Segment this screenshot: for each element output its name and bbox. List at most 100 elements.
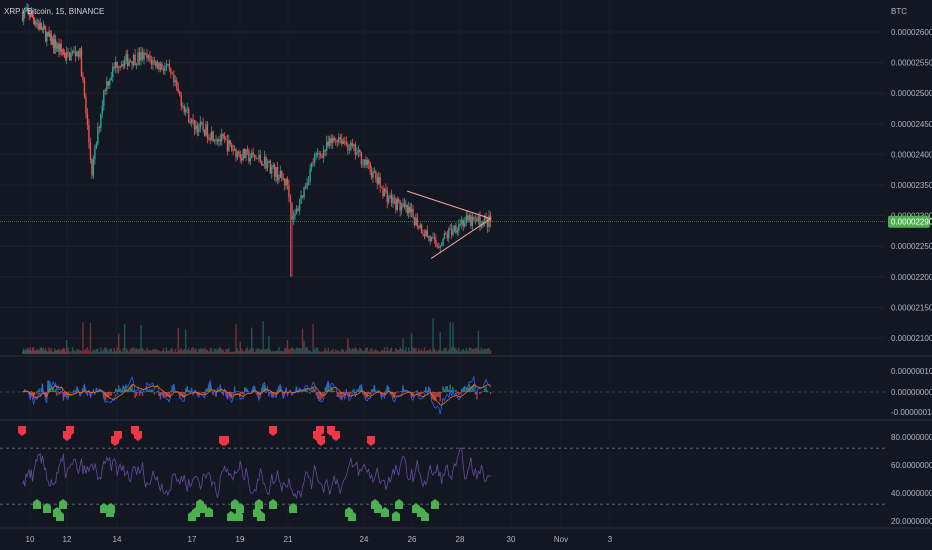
- volume-bar: [97, 348, 99, 354]
- macd-axis-ticks[interactable]: 0.00000010 0.00000000 -0.00000010: [891, 367, 932, 417]
- volume-bar: [40, 347, 43, 354]
- candle-body: [150, 59, 153, 65]
- volume-bar: [242, 351, 244, 354]
- volume-bar: [326, 351, 328, 354]
- macd-histogram-bar: [60, 390, 62, 392]
- macd-histogram-bar: [474, 392, 477, 395]
- macd-histogram-bar: [132, 389, 135, 392]
- macd-histogram-bar: [468, 384, 471, 392]
- volume-bar: [271, 351, 273, 354]
- macd-histogram-bar: [333, 390, 335, 392]
- volume-bar: [51, 351, 54, 354]
- candle-body: [376, 178, 378, 184]
- candle-body: [77, 51, 80, 57]
- candle-body: [295, 208, 298, 214]
- macd-histogram-bar: [392, 392, 394, 399]
- candle-body: [64, 56, 67, 59]
- time-axis-ticks[interactable]: 10 12 14 17 19 21 24 26 28 30 Nov 3: [26, 535, 613, 544]
- macd-histogram-bar: [51, 387, 54, 392]
- volume-bar: [221, 349, 223, 354]
- volume-bar: [363, 350, 366, 354]
- candle-body: [140, 51, 142, 61]
- volume-bar: [228, 348, 230, 354]
- macd-pane: [0, 375, 885, 415]
- macd-histogram-bar: [291, 392, 293, 395]
- volume-bar: [43, 350, 46, 354]
- candle-body: [347, 144, 349, 151]
- candle-body: [26, 7, 28, 11]
- candle-body: [269, 160, 272, 174]
- time-tick-label: 26: [408, 535, 417, 544]
- candle-body: [298, 204, 301, 211]
- volume-bar: [259, 350, 262, 354]
- macd-histogram-bar: [54, 389, 57, 392]
- candle-body: [76, 51, 78, 56]
- volume-bar: [262, 321, 264, 354]
- candle-body: [392, 197, 394, 204]
- macd-histogram-bar: [79, 392, 81, 396]
- macd-histogram-bar: [367, 392, 370, 395]
- candle-body: [62, 52, 65, 54]
- volume-bar: [109, 348, 111, 354]
- candle-body: [82, 76, 84, 81]
- volume-bar: [281, 350, 283, 354]
- macd-histogram-bar: [202, 392, 204, 394]
- sell-signal-marker: [316, 426, 324, 436]
- candle-body: [45, 29, 47, 42]
- macd-histogram-bar: [348, 392, 351, 398]
- candle-body: [229, 140, 231, 145]
- volume-bar: [465, 347, 467, 354]
- volume-bar: [399, 347, 401, 354]
- buy-signal-marker: [289, 503, 297, 513]
- macd-histogram-bar: [59, 392, 61, 394]
- candle-body: [149, 55, 151, 60]
- volume-bar: [429, 348, 431, 354]
- candle-body: [410, 208, 413, 213]
- volume-bar: [388, 350, 390, 354]
- volume-bar: [88, 350, 90, 354]
- candle-body: [70, 53, 72, 61]
- macd-histogram-bar: [452, 387, 454, 392]
- macd-histogram-bar: [43, 392, 46, 393]
- macd-histogram-bar: [410, 392, 413, 398]
- rsi-axis-ticks[interactable]: 80.00000000 60.00000000 40.00000000 20.0000…: [891, 433, 932, 526]
- macd-histogram-bar: [315, 392, 317, 396]
- candle-body: [235, 149, 237, 158]
- macd-histogram-bar: [37, 390, 39, 392]
- candle-body: [147, 55, 150, 58]
- volume-bar: [156, 350, 159, 354]
- candle-body: [215, 139, 217, 141]
- candle-body: [29, 15, 32, 17]
- macd-histogram-bar: [369, 392, 371, 395]
- candle-body: [119, 65, 121, 68]
- candle-body: [118, 67, 120, 68]
- buy-signal-marker: [227, 511, 235, 521]
- candle-body: [259, 155, 262, 162]
- symbol-title[interactable]: XRP / Bitcoin, 15, BINANCE: [4, 7, 104, 16]
- triangle-pattern-drawing[interactable]: [407, 190, 491, 259]
- candle-body: [322, 149, 325, 158]
- macd-histogram-bar: [68, 391, 71, 392]
- candle-body: [359, 149, 361, 153]
- volume-bar: [283, 348, 286, 354]
- volume-bar: [149, 350, 151, 354]
- volume-bar: [203, 347, 206, 354]
- macd-histogram-bar: [285, 387, 287, 392]
- candle-body: [393, 197, 396, 199]
- volume-bar: [30, 350, 33, 354]
- macd-histogram-bar: [459, 392, 461, 394]
- candle-body: [278, 177, 280, 181]
- candle-body: [246, 149, 249, 151]
- candle-body: [453, 225, 456, 232]
- candle-body: [449, 228, 451, 230]
- candle-body: [380, 187, 383, 189]
- volume-bar: [489, 350, 492, 354]
- candle-body: [430, 236, 433, 242]
- volume-bar: [471, 348, 474, 354]
- macd-histogram-bar: [309, 392, 311, 394]
- volume-bar: [470, 347, 472, 354]
- candle-body: [86, 113, 89, 125]
- volume-bar: [456, 350, 459, 354]
- candle-body: [382, 187, 384, 197]
